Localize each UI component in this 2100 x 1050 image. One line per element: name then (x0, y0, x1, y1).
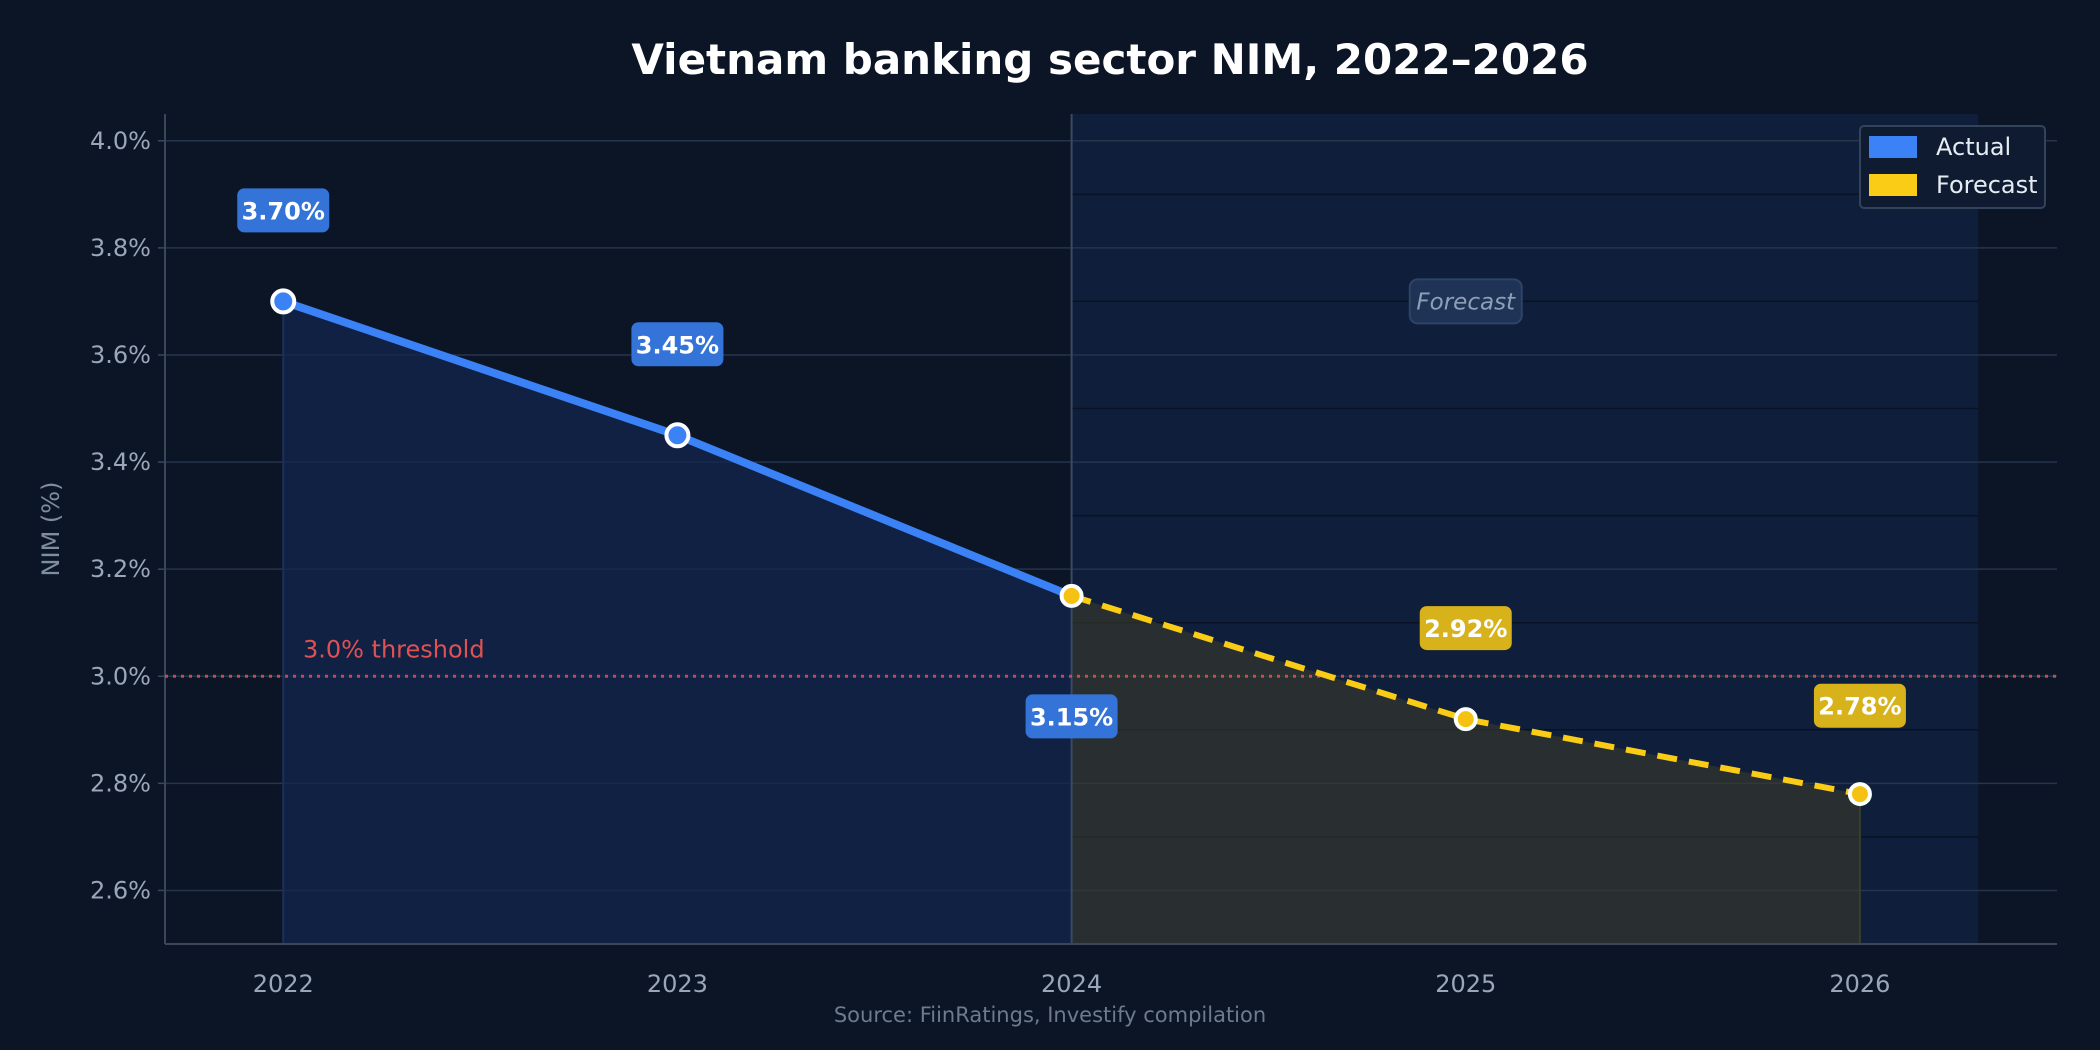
forecast-annotation-box (1408, 278, 1523, 325)
legend-swatch (1869, 174, 1917, 196)
legend-label: Actual (1936, 133, 2011, 161)
data-label-box (1025, 694, 1118, 739)
data-label: 2.78% (1818, 693, 1901, 721)
x-tick-label: 2022 (253, 970, 314, 998)
y-tick-label: 3.0% (90, 662, 151, 690)
x-tick-label: 2023 (647, 970, 708, 998)
y-tick-label: 4.0% (90, 127, 151, 155)
y-tick-label: 2.6% (90, 876, 151, 904)
actual-point (270, 288, 297, 315)
data-label-box (1813, 683, 1906, 728)
data-label: 3.15% (1030, 703, 1113, 731)
y-tick-label: 3.2% (90, 555, 151, 583)
x-tick-label: 2025 (1435, 970, 1496, 998)
legend: Actual Forecast (1859, 125, 2046, 209)
source-note: Source: FiinRatings, Investify compilati… (834, 1003, 1266, 1027)
y-tick-label: 3.4% (90, 448, 151, 476)
y-axis-label: NIM (%) (37, 482, 65, 577)
y-tick-label: 3.6% (90, 341, 151, 369)
plot-area: 2.6% 2.8% 3.0% 3.2% 3.4% 3.6% 3.8% 4.0% 2022 2023… (90, 114, 2057, 998)
forecast-area-fill (1071, 595, 1860, 944)
chart-title: Vietnam banking sector NIM, 2022–2026 (631, 35, 1588, 84)
forecast-annotation: Forecast (1416, 289, 1516, 315)
data-label-box (1419, 606, 1512, 651)
threshold-label: 3.0% threshold (303, 635, 485, 663)
x-tick-label: 2024 (1041, 970, 1102, 998)
y-tick-label: 3.8% (90, 234, 151, 262)
x-tick-label: 2026 (1829, 970, 1890, 998)
data-label: 3.70% (242, 197, 325, 225)
data-label: 2.92% (1424, 615, 1507, 643)
data-label: 3.45% (636, 331, 719, 359)
forecast-point (1453, 707, 1478, 732)
actual-area-fill (283, 301, 1072, 945)
actual-point (664, 422, 691, 449)
forecast-point (1847, 782, 1872, 807)
forecast-line (1070, 593, 1861, 798)
data-label-box (631, 322, 724, 367)
y-tick-label: 2.8% (90, 769, 151, 797)
forecast-point (1059, 583, 1084, 608)
legend-swatch (1869, 136, 1917, 158)
legend-label: Forecast (1936, 171, 2038, 199)
data-label-box (237, 188, 330, 233)
